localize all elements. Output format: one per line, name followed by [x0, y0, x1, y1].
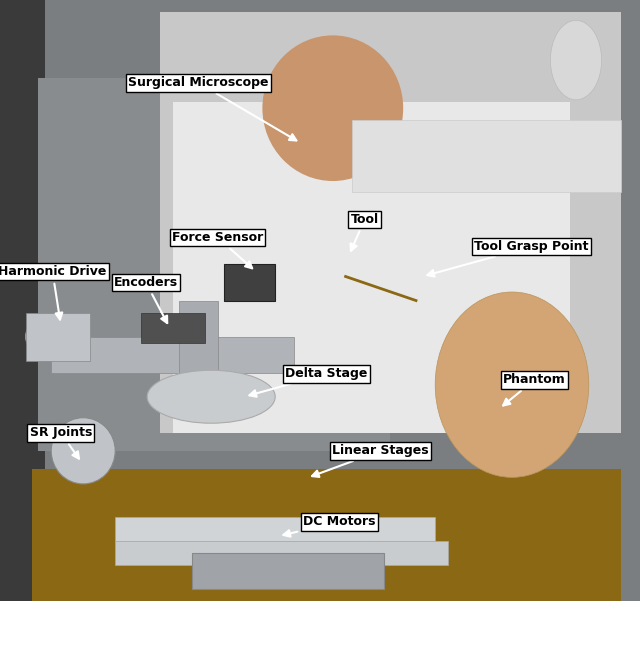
FancyBboxPatch shape — [141, 312, 205, 343]
FancyBboxPatch shape — [173, 102, 570, 433]
FancyBboxPatch shape — [32, 469, 621, 601]
Text: Force Sensor: Force Sensor — [172, 231, 263, 268]
FancyBboxPatch shape — [0, 0, 640, 601]
Ellipse shape — [262, 35, 403, 181]
Text: Harmonic Drive: Harmonic Drive — [0, 265, 107, 320]
Ellipse shape — [147, 370, 275, 423]
Text: DC Motors: DC Motors — [284, 515, 376, 537]
FancyBboxPatch shape — [0, 0, 45, 601]
Text: Fig. 1.  The cooperatively controlled Steady-Hand Eye Robot
3.0 used for subreti: Fig. 1. The cooperatively controlled Ste… — [131, 618, 509, 645]
FancyBboxPatch shape — [224, 265, 275, 301]
FancyBboxPatch shape — [38, 78, 390, 451]
FancyBboxPatch shape — [0, 601, 640, 662]
FancyBboxPatch shape — [192, 553, 384, 589]
Text: Tool: Tool — [351, 213, 379, 251]
FancyBboxPatch shape — [160, 12, 621, 433]
Text: Tool Grasp Point: Tool Grasp Point — [428, 240, 588, 277]
Ellipse shape — [26, 313, 90, 359]
FancyBboxPatch shape — [26, 312, 90, 361]
FancyBboxPatch shape — [51, 336, 294, 373]
FancyBboxPatch shape — [179, 301, 218, 408]
Text: Linear Stages: Linear Stages — [312, 444, 429, 477]
Ellipse shape — [550, 21, 602, 100]
Text: SR Joints: SR Joints — [29, 426, 92, 459]
Text: Surgical Microscope: Surgical Microscope — [128, 76, 296, 140]
Circle shape — [51, 418, 115, 484]
FancyBboxPatch shape — [115, 541, 448, 565]
Text: Phantom: Phantom — [503, 373, 566, 406]
Ellipse shape — [435, 292, 589, 477]
FancyBboxPatch shape — [352, 120, 621, 193]
Text: Delta Stage: Delta Stage — [250, 367, 367, 397]
Text: Encoders: Encoders — [114, 276, 178, 323]
FancyBboxPatch shape — [115, 517, 435, 541]
